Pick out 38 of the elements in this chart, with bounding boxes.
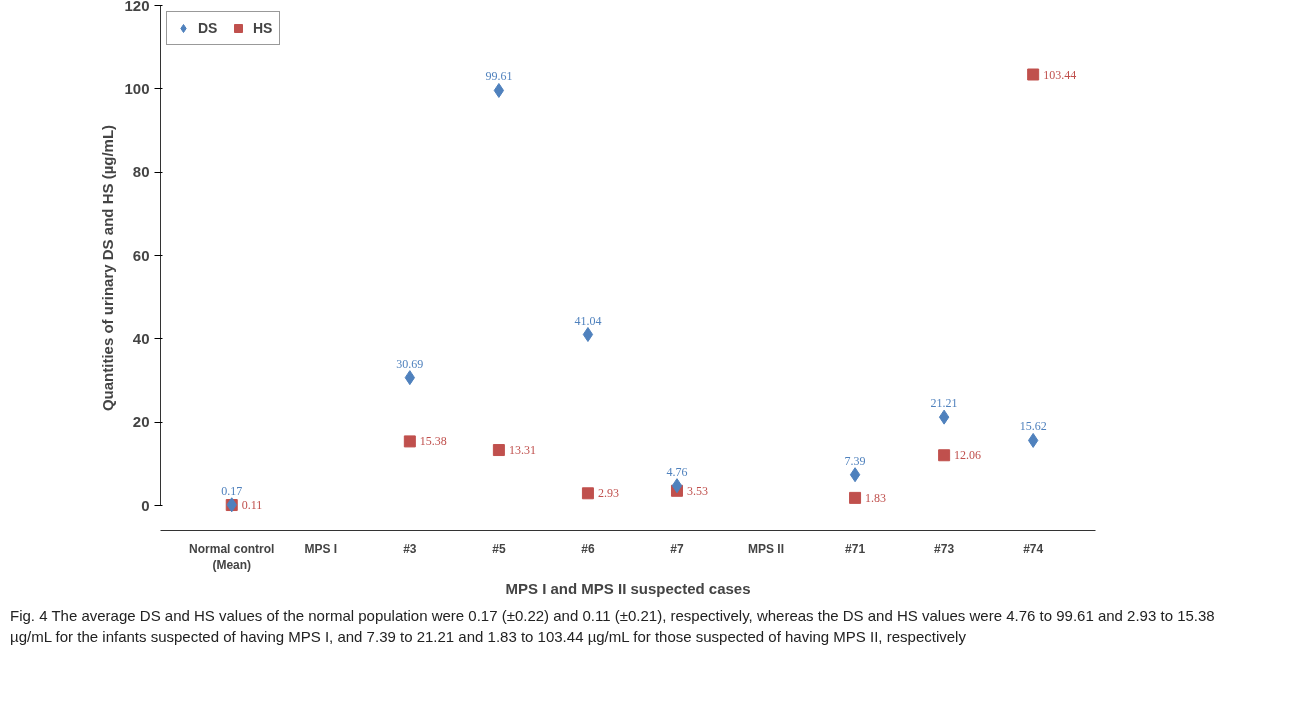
data-label: 2.93 (597, 486, 619, 501)
data-label: 12.06 (954, 448, 982, 463)
data-label: 21.21 (930, 396, 958, 411)
x-tick-label: #74 (1023, 541, 1044, 556)
x-tick-label: #71 (845, 541, 866, 556)
data-label: 99.61 (485, 69, 513, 84)
x-tick-label: #5 (492, 541, 506, 556)
y-tick-label: 80 (132, 163, 150, 181)
data-label: 3.53 (686, 483, 708, 498)
legend-label: HS (253, 20, 273, 36)
data-label: 15.38 (419, 434, 447, 449)
x-axis-title: MPS I and MPS II suspected cases (505, 580, 751, 598)
data-label: 103.44 (1043, 67, 1077, 82)
y-tick-label: 40 (132, 329, 150, 347)
data-label: 0.17 (221, 483, 243, 498)
data-label: 7.39 (844, 453, 866, 468)
x-tick-label: Normal control (Mean) (189, 541, 275, 573)
data-label: 41.04 (574, 313, 602, 328)
y-tick-label: 20 (132, 413, 150, 431)
x-tick-label: #3 (403, 541, 417, 556)
x-tick-label: MPS II (748, 541, 785, 556)
x-tick-label: #6 (581, 541, 595, 556)
caption: Fig. 4 The average DS and HS values of the normal population were 0.17 (±0.22) and 0.11 (±0.21), respectively, whereas the DS and HS values were 4.76 to 99.61 and 2.93 to 15.38 µg/mL for the infants suspected of having MPS I, and 7.39 to 21.21 and 1.83 to 103.44 µg/mL for those suspected of having MPS II, respectively (10, 606, 1216, 648)
data-label: 1.83 (865, 490, 887, 505)
y-tick-label: 60 (132, 246, 150, 264)
legend-label: DS (198, 20, 218, 36)
y-tick-label: 100 (124, 79, 150, 97)
data-label: 0.11 (241, 498, 263, 513)
data-label: 4.76 (666, 464, 688, 479)
data-label: 13.31 (508, 443, 536, 458)
y-tick-label: 120 (124, 0, 150, 14)
y-tick-label: 0 (141, 496, 150, 514)
y-axis-title: Quantities of urinary DS and HS (µg/mL) (99, 124, 117, 412)
data-label: 15.62 (1019, 419, 1047, 434)
x-tick-label: #7 (670, 541, 684, 556)
x-tick-label: #73 (934, 541, 955, 556)
x-tick-label: MPS I (304, 541, 338, 556)
data-label: 30.69 (396, 356, 424, 371)
